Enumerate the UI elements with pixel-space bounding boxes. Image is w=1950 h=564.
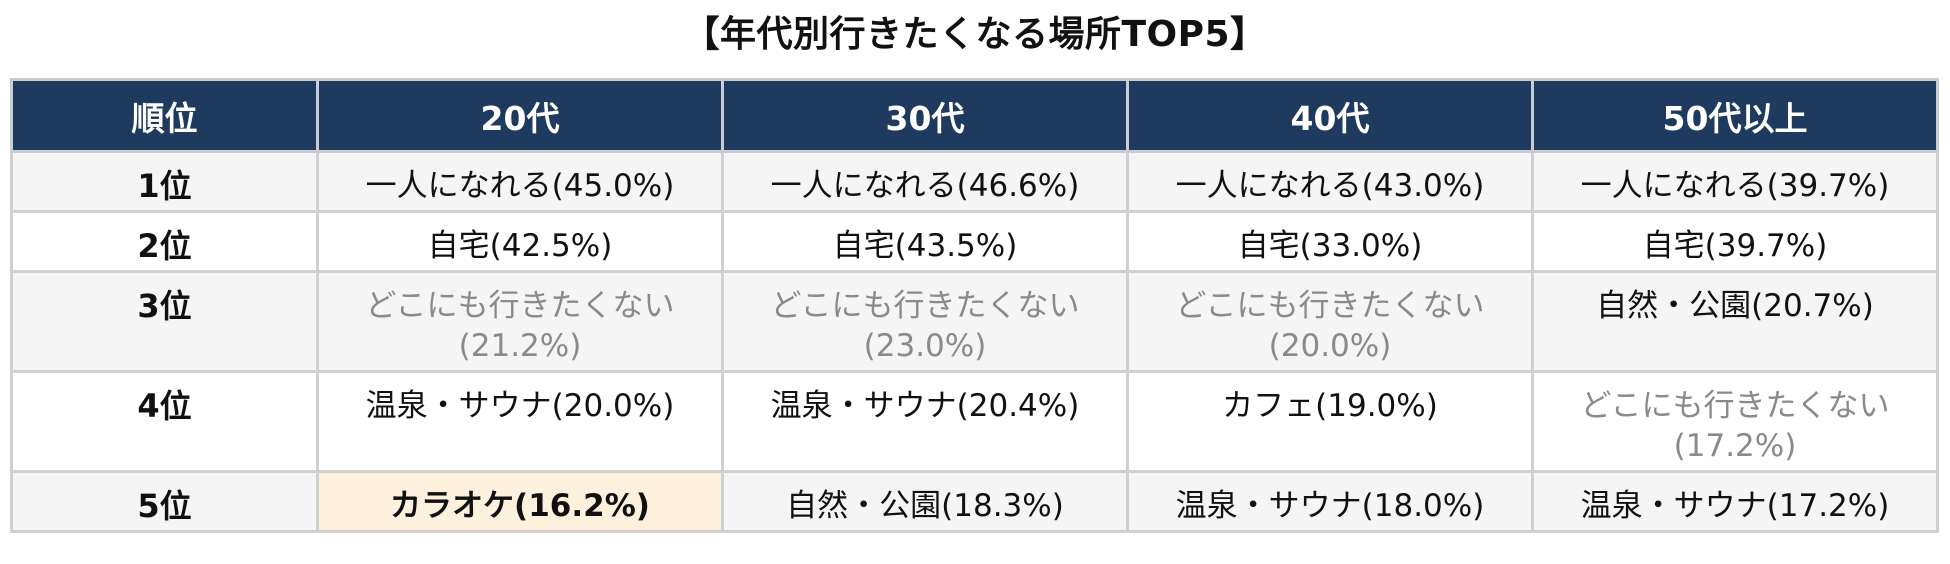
- table-cell: 温泉・サウナ(20.0%): [316, 370, 724, 473]
- table-cell: 温泉・サウナ(17.2%): [1531, 470, 1939, 533]
- table-cell: カフェ(19.0%): [1126, 370, 1534, 473]
- cell-place: 自然・公園: [1596, 288, 1752, 324]
- cell-place: 一人になれる: [1175, 168, 1362, 204]
- cell-place: 温泉・サウナ: [1580, 488, 1767, 524]
- cell-place: どこにも行きたくない: [1580, 388, 1890, 424]
- header-40s: 40代: [1126, 78, 1534, 153]
- cell-percent: (39.7%): [1766, 168, 1890, 204]
- rank-cell: 4位: [10, 370, 319, 473]
- table-cell: 自宅(42.5%): [316, 210, 724, 273]
- cell-place: 一人になれる: [1580, 168, 1767, 204]
- cell-place: カフェ: [1222, 388, 1316, 424]
- highlighted-cell: カラオケ(16.2%): [316, 470, 724, 533]
- cell-percent: (20.0%): [1268, 328, 1392, 364]
- cell-place: 自宅: [1237, 228, 1300, 264]
- rank-cell: 2位: [10, 210, 319, 273]
- cell-place: 一人になれる: [365, 168, 552, 204]
- cell-percent: (19.0%): [1315, 388, 1438, 424]
- cell-percent: (43.5%): [894, 228, 1018, 264]
- cell-percent: (46.6%): [956, 168, 1080, 204]
- cell-percent: (20.4%): [956, 388, 1080, 424]
- cell-percent: (45.0%): [551, 168, 675, 204]
- rank-cell: 3位: [10, 270, 319, 373]
- rank-cell: 1位: [10, 150, 319, 213]
- cell-place: 温泉・サウナ: [365, 388, 552, 424]
- table-cell: 自宅(39.7%): [1531, 210, 1939, 273]
- header-20s: 20代: [316, 78, 724, 153]
- cell-place: 自宅: [832, 228, 895, 264]
- cell-percent: (18.0%): [1361, 488, 1485, 524]
- table-cell: 自然・公園(20.7%): [1531, 270, 1939, 373]
- cell-percent: (21.2%): [458, 328, 582, 364]
- table-cell: どこにも行きたくない (20.0%): [1126, 270, 1534, 373]
- cell-place: 温泉・サウナ: [770, 388, 957, 424]
- table-row: 3位 どこにも行きたくない (21.2%) どこにも行きたくない (23.0%) ど…: [10, 270, 1939, 373]
- rank-cell: 5位: [10, 470, 319, 533]
- cell-percent: (42.5%): [489, 228, 613, 264]
- cell-place: どこにも行きたくない: [770, 288, 1080, 324]
- table-cell: 温泉・サウナ(18.0%): [1126, 470, 1534, 533]
- table-cell: 一人になれる(43.0%): [1126, 150, 1534, 213]
- table-row: 5位 カラオケ(16.2%) 自然・公園(18.3%) 温泉・サウナ(18.0%…: [10, 470, 1939, 533]
- table-cell: 一人になれる(46.6%): [721, 150, 1129, 213]
- table-row: 1位 一人になれる(45.0%) 一人になれる(46.6%) 一人になれる(43…: [10, 150, 1939, 213]
- cell-place: 自宅: [427, 228, 490, 264]
- cell-place: 自然・公園: [786, 488, 942, 524]
- table-cell: 自宅(33.0%): [1126, 210, 1534, 273]
- cell-place: 温泉・サウナ: [1175, 488, 1362, 524]
- table-cell: どこにも行きたくない (21.2%): [316, 270, 724, 373]
- cell-place: カラオケ: [390, 488, 515, 524]
- cell-place: 自宅: [1642, 228, 1705, 264]
- cell-percent: (20.7%): [1751, 288, 1874, 324]
- table-cell: 自然・公園(18.3%): [721, 470, 1129, 533]
- table-cell: 温泉・サウナ(20.4%): [721, 370, 1129, 473]
- cell-place: 一人になれる: [770, 168, 957, 204]
- table-cell: 一人になれる(39.7%): [1531, 150, 1939, 213]
- cell-percent: (17.2%): [1766, 488, 1890, 524]
- cell-percent: (39.7%): [1704, 228, 1828, 264]
- table-row: 4位 温泉・サウナ(20.0%) 温泉・サウナ(20.4%) カフェ(19.0%…: [10, 370, 1939, 473]
- cell-place: どこにも行きたくない: [1175, 288, 1485, 324]
- cell-place: どこにも行きたくない: [365, 288, 675, 324]
- table-row: 2位 自宅(42.5%) 自宅(43.5%) 自宅(33.0%) 自宅(39.7…: [10, 210, 1939, 273]
- header-50s-plus: 50代以上: [1531, 78, 1939, 153]
- cell-percent: (33.0%): [1299, 228, 1423, 264]
- ranking-table: 順位 20代 30代 40代 50代以上 1位 一人になれる(45.0%) 一人…: [10, 78, 1939, 533]
- cell-percent: (43.0%): [1361, 168, 1485, 204]
- table-cell: どこにも行きたくない (17.2%): [1531, 370, 1939, 473]
- table-cell: どこにも行きたくない (23.0%): [721, 270, 1129, 373]
- cell-percent: (16.2%): [514, 488, 650, 524]
- header-30s: 30代: [721, 78, 1129, 153]
- page-title: 【年代別行きたくなる場所TOP5】: [683, 14, 1267, 55]
- cell-percent: (23.0%): [863, 328, 987, 364]
- table-cell: 一人になれる(45.0%): [316, 150, 724, 213]
- header-row: 順位 20代 30代 40代 50代以上: [10, 78, 1939, 153]
- cell-percent: (20.0%): [551, 388, 675, 424]
- header-rank: 順位: [10, 78, 319, 153]
- cell-percent: (17.2%): [1673, 428, 1797, 464]
- table-cell: 自宅(43.5%): [721, 210, 1129, 273]
- cell-percent: (18.3%): [941, 488, 1064, 524]
